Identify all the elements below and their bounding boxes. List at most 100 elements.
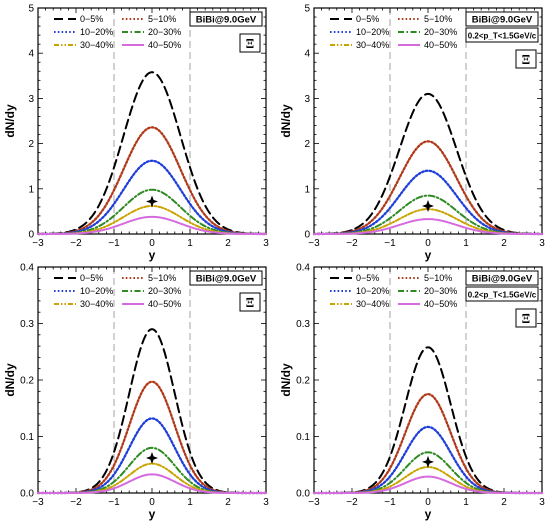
data-point-marker	[422, 455, 434, 468]
x-tick-label: 2	[501, 497, 507, 508]
x-tick-label: 3	[263, 497, 269, 508]
data-point-star	[146, 451, 158, 464]
x-tick-label: −1	[384, 238, 396, 249]
legend: 0−5% 5−10% 10−20% 20−30% 30−40% 40−50%	[330, 14, 457, 50]
legend: 0−5% 5−10% 10−20% 20−30% 30−40% 40−50%	[330, 273, 457, 309]
data-point-star	[146, 195, 158, 208]
y-tick-label: 1	[28, 184, 34, 195]
x-tick-label: −3	[308, 497, 320, 508]
y-tick-label: 5	[28, 4, 34, 15]
x-tick-label: −2	[70, 238, 82, 249]
legend-label-2: 10−20%	[80, 286, 113, 296]
info-box-text: BiBi@9.0GeV	[472, 274, 533, 285]
series-line-0	[37, 328, 267, 494]
info-box: BiBi@9.0GeV	[189, 11, 263, 27]
legend: 0−5% 5−10% 10−20% 20−30% 30−40% 40−50%	[54, 273, 181, 309]
panel-top-right: −3 −2 −1 0 1 2 3 0 1 2 3 4 5 y dN/dy 0−5% 5−10% 10−20% 20−…	[279, 4, 545, 263]
info-box: BiBi@9.0GeV 0.2<p_T<1.5GeV/c	[465, 270, 539, 302]
info-box: BiBi@9.0GeV	[189, 270, 263, 286]
legend-label-3: 20−30%	[148, 286, 181, 296]
x-tick-label: 1	[187, 238, 193, 249]
particle-label-box	[239, 292, 261, 312]
y-tick-label: 1	[304, 184, 310, 195]
info-box-text: 0.2<p_T<1.5GeV/c	[468, 32, 537, 41]
series-line-1	[36, 380, 268, 495]
particle-label: Ξ̄	[246, 296, 254, 310]
panel-top-left: −3 −2 −1 0 1 2 3 0 1 2 3 4 5 y dN/dy 0−5% 5−10% 10−20% 20−…	[3, 4, 269, 263]
legend: 0−5% 5−10% 10−20% 20−30% 30−40% 40−50%	[54, 14, 181, 50]
x-tick-label: 3	[539, 238, 545, 249]
info-box-text: BiBi@9.0GeV	[196, 15, 257, 26]
particle-label-box	[239, 33, 261, 53]
particle-label-box	[515, 308, 537, 328]
legend-label-1: 5−10%	[148, 273, 176, 283]
legend-label-0: 0−5%	[356, 14, 379, 24]
info-box-frame	[189, 11, 263, 27]
legend-label-4: 30−40%	[80, 40, 113, 50]
legend-label-2: 10−20%	[356, 286, 389, 296]
legend-label-0: 0−5%	[80, 273, 103, 283]
legend-label-5: 40−50%	[424, 40, 457, 50]
x-tick-label: 3	[539, 497, 545, 508]
data-point-star	[422, 455, 434, 468]
y-tick-label: 0.1	[296, 432, 310, 443]
info-box-frame	[465, 286, 539, 302]
x-tick-label: −3	[32, 497, 44, 508]
x-tick-label: 2	[501, 238, 507, 249]
y-tick-label: 0	[28, 230, 34, 241]
legend-label-3: 20−30%	[424, 27, 457, 37]
series-line-1	[312, 392, 544, 495]
x-tick-label: 1	[463, 497, 469, 508]
y-tick-label: 0.4	[296, 263, 310, 274]
info-box-text: BiBi@9.0GeV	[472, 15, 533, 26]
y-tick-label: 0.2	[20, 376, 34, 387]
series-line-5	[313, 475, 543, 494]
legend-label-3: 20−30%	[424, 286, 457, 296]
x-tick-label: 0	[149, 238, 155, 249]
y-tick-label: 0	[304, 230, 310, 241]
info-box-text: BiBi@9.0GeV	[196, 274, 257, 285]
x-tick-label: −2	[346, 238, 358, 249]
y-tick-label: 4	[304, 49, 310, 60]
y-tick-label: 3	[304, 94, 310, 105]
x-tick-label: 0	[149, 497, 155, 508]
series-line-0	[313, 92, 543, 235]
x-tick-label: 1	[187, 497, 193, 508]
x-tick-label: −3	[308, 238, 320, 249]
data-point-marker	[422, 199, 434, 212]
info-box-text: 0.2<p_T<1.5GeV/c	[468, 291, 537, 300]
y-tick-label: 3	[28, 94, 34, 105]
particle-label: Ξ	[246, 37, 254, 51]
particle-label-box	[515, 49, 537, 69]
x-tick-label: 2	[225, 497, 231, 508]
x-tick-label: −2	[346, 497, 358, 508]
x-tick-label: −1	[108, 497, 120, 508]
series-line-0	[37, 71, 267, 235]
x-axis-title: y	[425, 248, 432, 262]
info-box: BiBi@9.0GeV 0.2<p_T<1.5GeV/c	[465, 11, 539, 43]
legend-label-5: 40−50%	[148, 40, 181, 50]
info-box-frame	[465, 11, 539, 27]
data-point-marker	[146, 195, 158, 208]
panel-bottom-left: −3 −2 −1 0 1 2 3 0.0 0.1 0.2 0.3 0.4 y dN/dy 0−5% 5−10%…	[3, 263, 269, 522]
x-tick-label: 2	[225, 238, 231, 249]
y-tick-label: 0.4	[20, 263, 34, 274]
y-tick-label: 0.0	[296, 489, 310, 500]
legend-label-1: 5−10%	[424, 273, 452, 283]
y-tick-label: 0.3	[20, 319, 34, 330]
y-axis-title: dN/dy	[279, 363, 293, 397]
series-line-0	[313, 346, 543, 494]
x-tick-label: 1	[463, 238, 469, 249]
x-tick-label: 0	[425, 497, 431, 508]
y-tick-label: 2	[304, 139, 310, 150]
particle-label: Ξ̄	[522, 312, 530, 326]
x-axis-title: y	[425, 507, 432, 521]
info-box-frame	[465, 270, 539, 286]
info-box-frame	[465, 27, 539, 43]
legend-label-2: 10−20%	[356, 27, 389, 37]
y-axis-title: dN/dy	[3, 104, 17, 138]
legend-label-5: 40−50%	[424, 299, 457, 309]
series-line-5	[37, 473, 267, 494]
x-axis-title: y	[149, 248, 156, 262]
